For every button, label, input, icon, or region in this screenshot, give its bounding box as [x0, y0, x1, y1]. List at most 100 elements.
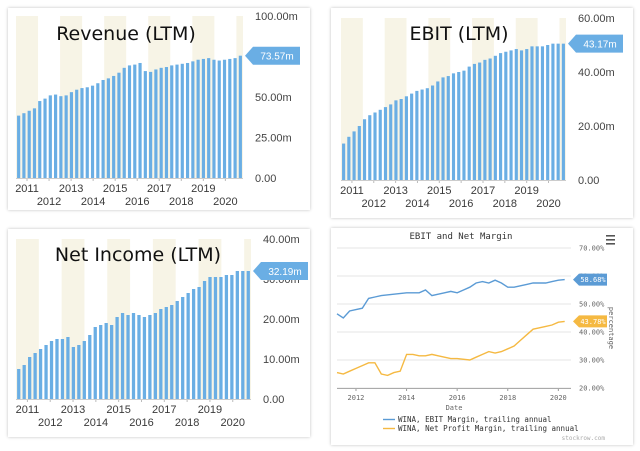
y-tick-label: 20.00m: [578, 121, 615, 133]
x-tick-label: 2018: [175, 417, 199, 429]
x-tick-label: 2019: [198, 404, 222, 416]
y-tick-label: 70.00%: [579, 245, 605, 253]
last-value-flag: [573, 273, 607, 286]
bar: [219, 277, 223, 399]
bar: [28, 357, 32, 399]
bar: [233, 58, 237, 179]
x-tick-label: 2015: [427, 185, 451, 197]
bar: [101, 79, 105, 178]
last-value-flag: [245, 46, 300, 65]
x-tick-label: 2013: [383, 185, 407, 197]
bar: [389, 104, 393, 180]
bar: [213, 277, 218, 399]
x-tick-label: 2014: [81, 196, 105, 208]
x-tick-label: 2020: [221, 417, 245, 429]
bar: [217, 60, 221, 178]
bar: [117, 72, 121, 178]
x-tick-label: 2014: [405, 198, 429, 210]
y-tick-label: 20.00m: [263, 314, 300, 326]
bar: [186, 293, 190, 399]
bar: [352, 131, 356, 180]
year-band: [16, 16, 39, 178]
y-tick-label: 30.00%: [579, 357, 605, 365]
bar: [378, 109, 382, 180]
bar: [222, 59, 227, 178]
x-tick-label: 2014: [398, 394, 415, 402]
bar: [472, 63, 476, 180]
x-tick-label: 2017: [152, 404, 176, 416]
bar: [235, 271, 239, 399]
bar: [373, 112, 377, 180]
year-band: [341, 18, 363, 180]
bar: [38, 101, 42, 178]
bar: [71, 347, 76, 399]
x-tick-label: 2016: [449, 394, 466, 402]
bar: [48, 95, 52, 178]
bar: [362, 119, 367, 180]
x-tick-label: 2011: [16, 404, 40, 416]
last-value-flag: [573, 315, 607, 328]
bar: [347, 136, 351, 180]
bar: [181, 297, 185, 399]
bar: [38, 349, 43, 399]
x-tick-label: 2016: [125, 196, 149, 208]
bar: [22, 113, 26, 178]
bar: [457, 72, 461, 180]
ebit-chart: 0.0020.00m40.00m60.00m201120122013201420…: [340, 13, 623, 210]
legend-label: WINA, EBIT Margin, trailing annual: [398, 415, 552, 424]
bar: [90, 85, 95, 178]
x-tick-label: 2020: [213, 196, 237, 208]
x-tick-label: 2017: [471, 185, 495, 197]
bar: [149, 71, 153, 178]
x-tick-label: 2015: [106, 404, 130, 416]
chart-title: Net Income (LTM): [55, 244, 221, 266]
bar: [77, 345, 81, 399]
menu-icon[interactable]: [606, 235, 615, 245]
bar: [43, 98, 47, 178]
bar: [133, 64, 137, 178]
bar: [519, 50, 524, 181]
year-band: [152, 239, 176, 399]
bar: [394, 100, 398, 180]
x-tick-label: 2013: [61, 404, 85, 416]
y-tick-label: 40.00m: [263, 234, 300, 246]
chart-title: EBIT (LTM): [409, 23, 508, 45]
bar: [143, 71, 147, 178]
x-tick-label: 2020: [536, 198, 560, 210]
bar: [96, 83, 100, 178]
series-line: [336, 278, 565, 319]
bar: [368, 115, 372, 180]
bar: [104, 323, 108, 399]
bar: [131, 313, 136, 399]
x-tick-label: 2019: [191, 183, 215, 195]
bar: [99, 325, 103, 399]
y-tick-label: 40.00%: [579, 329, 605, 337]
y-tick-label: 0.00: [263, 394, 284, 406]
bar: [112, 75, 116, 178]
bar: [509, 50, 513, 181]
x-tick-label: 2012: [348, 394, 365, 402]
y-tick-label: 20.00%: [579, 385, 605, 393]
bar: [399, 99, 403, 180]
bar: [122, 67, 126, 178]
bar: [175, 64, 179, 178]
x-tick-label: 2018: [493, 198, 517, 210]
bar: [154, 69, 158, 178]
margin-chart: EBIT and Net Margin 20.00% 30.00% 40.00% 50.…: [336, 232, 615, 442]
bar: [75, 89, 79, 178]
bar: [420, 89, 424, 180]
last-value-label: 58.68%: [580, 276, 606, 284]
bar: [60, 339, 65, 399]
bar: [228, 58, 232, 178]
bar: [404, 96, 408, 180]
bar: [499, 53, 503, 180]
x-tick-label: 2016: [129, 417, 153, 429]
bar: [208, 277, 212, 399]
last-value-label: 43.78%: [580, 318, 606, 326]
y-tick-label: 25.00m: [255, 133, 292, 145]
bar: [425, 88, 429, 180]
bar: [196, 59, 200, 178]
year-band: [16, 239, 39, 399]
bar: [32, 108, 37, 178]
y-tick-label: 10.00m: [263, 354, 300, 366]
